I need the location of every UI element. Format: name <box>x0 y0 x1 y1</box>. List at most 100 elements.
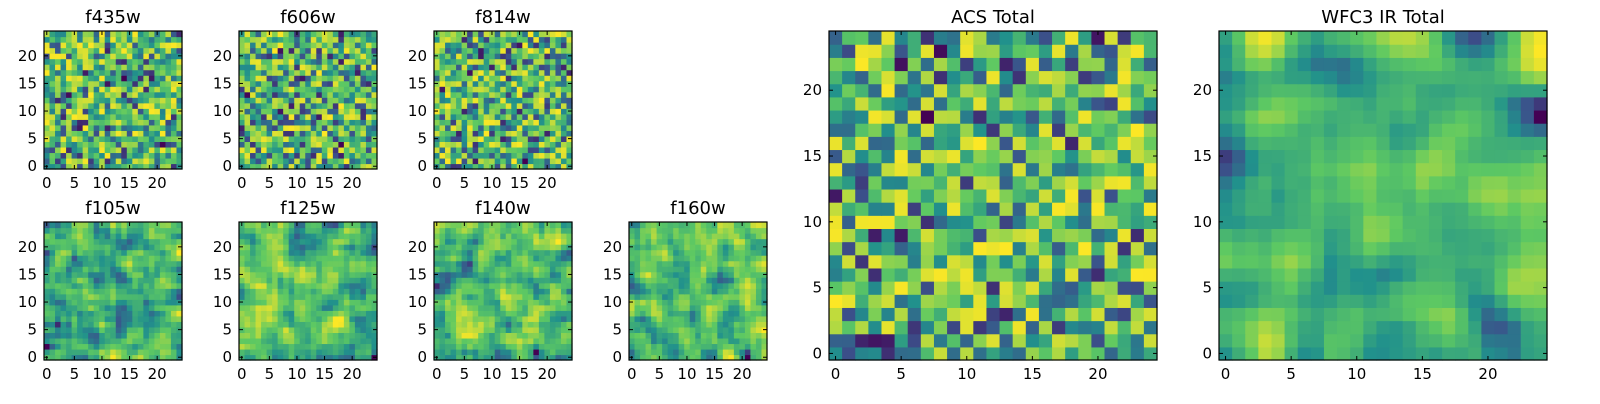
heatmap-cell <box>701 349 707 355</box>
heatmap-cell <box>121 338 127 344</box>
heatmap-cell <box>451 53 457 59</box>
heatmap-cell <box>94 288 100 294</box>
heatmap-cell <box>289 299 295 305</box>
heatmap-cell <box>695 239 701 245</box>
heatmap-cell <box>338 305 344 311</box>
heatmap-cell <box>1078 202 1092 216</box>
heatmap-cell <box>154 250 160 256</box>
heatmap-cell <box>484 305 490 311</box>
heatmap-cell <box>544 294 550 300</box>
heatmap-cell <box>1052 321 1066 335</box>
heatmap-cell <box>110 130 116 136</box>
heatmap-cell <box>256 48 262 54</box>
heatmap-cell <box>94 114 100 120</box>
heatmap-cell <box>728 316 734 322</box>
heatmap-cell <box>434 250 440 256</box>
heatmap-cell <box>360 119 366 125</box>
heatmap-cell <box>489 288 495 294</box>
heatmap-cell <box>1131 255 1145 269</box>
heatmap-cell <box>750 228 756 234</box>
heatmap-cell <box>127 108 133 114</box>
heatmap-cell <box>673 239 679 245</box>
heatmap-cell <box>434 332 440 338</box>
heatmap-cell <box>473 299 479 305</box>
heatmap-cell <box>695 261 701 267</box>
heatmap-cell <box>322 53 328 59</box>
heatmap-cell <box>239 70 245 76</box>
heatmap-cell <box>734 272 740 278</box>
heatmap-cell <box>110 272 116 278</box>
y-tick-label: 5 <box>417 321 427 339</box>
heatmap-cell <box>322 136 328 142</box>
heatmap-cell <box>440 316 446 322</box>
heatmap-cell <box>61 59 67 65</box>
heatmap-cell <box>77 97 83 103</box>
heatmap-cell <box>311 70 317 76</box>
heatmap-cell <box>629 294 635 300</box>
heatmap-cell <box>506 244 512 250</box>
heatmap-cell <box>756 294 762 300</box>
heatmap-cell <box>855 334 869 348</box>
x-tick-label: 5 <box>265 365 275 383</box>
heatmap-cell <box>322 97 328 103</box>
heatmap-cell <box>734 299 740 305</box>
heatmap-cell <box>94 321 100 327</box>
heatmap-cell <box>99 103 105 109</box>
heatmap-cell <box>72 327 78 333</box>
heatmap-cell <box>355 119 361 125</box>
heatmap-cell <box>267 152 273 158</box>
heatmap-cell <box>77 250 83 256</box>
heatmap-cell <box>245 244 251 250</box>
heatmap-cell <box>66 332 72 338</box>
heatmap-cell <box>1144 307 1158 321</box>
heatmap-cell <box>555 250 561 256</box>
heatmap-cell <box>105 97 111 103</box>
heatmap-cell <box>165 31 171 37</box>
heatmap-cell <box>138 125 144 131</box>
heatmap-cell <box>723 272 729 278</box>
heatmap-cell <box>61 152 67 158</box>
heatmap-cell <box>750 299 756 305</box>
heatmap-cell <box>360 125 366 131</box>
heatmap-cell <box>489 103 495 109</box>
heatmap-cell <box>305 255 311 261</box>
heatmap-cell <box>88 152 94 158</box>
heatmap-cell <box>138 272 144 278</box>
heatmap-cell <box>355 42 361 48</box>
heatmap-cell <box>528 48 534 54</box>
heatmap-cell <box>316 92 322 98</box>
heatmap-cell <box>478 338 484 344</box>
heatmap-cell <box>506 152 512 158</box>
heatmap-cell <box>640 261 646 267</box>
heatmap-cell <box>256 294 262 300</box>
heatmap-cell <box>83 294 89 300</box>
heatmap-cell <box>105 310 111 316</box>
y-tick-label: 15 <box>213 74 232 92</box>
heatmap-cell <box>701 228 707 234</box>
heatmap-cell <box>495 119 501 125</box>
heatmap-cell <box>456 338 462 344</box>
heatmap-cell <box>245 343 251 349</box>
heatmap-cell <box>267 228 273 234</box>
heatmap-cell <box>267 288 273 294</box>
heatmap-cell <box>327 125 333 131</box>
heatmap-cell <box>1131 281 1145 295</box>
heatmap-cell <box>294 114 300 120</box>
heatmap-cell <box>99 261 105 267</box>
heatmap-cell <box>462 152 468 158</box>
heatmap-cell <box>132 130 138 136</box>
heatmap-cell <box>110 141 116 147</box>
heatmap-cell <box>245 86 251 92</box>
heatmap-cell <box>473 42 479 48</box>
heatmap-cell <box>311 147 317 153</box>
heatmap-cell <box>283 48 289 54</box>
heatmap-cell <box>484 222 490 228</box>
heatmap-cell <box>635 277 641 283</box>
heatmap-cell <box>679 255 685 261</box>
heatmap-cell <box>121 42 127 48</box>
heatmap-cell <box>55 158 61 164</box>
heatmap-cell <box>842 176 856 190</box>
heatmap-cell <box>1039 334 1053 348</box>
heatmap-cell <box>316 152 322 158</box>
